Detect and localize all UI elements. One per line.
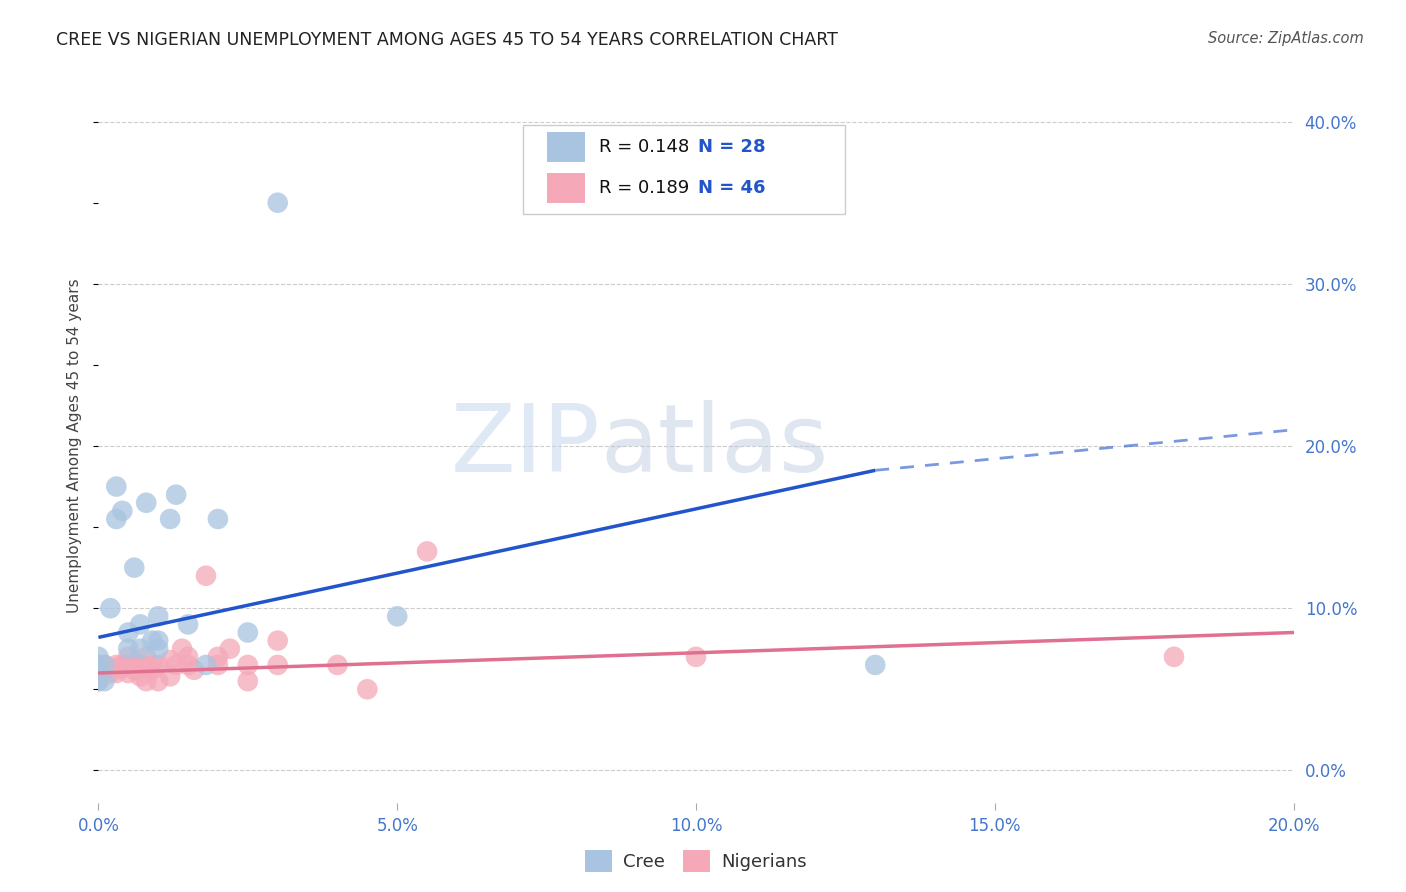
Text: atlas: atlas — [600, 400, 828, 492]
Point — [129, 657, 152, 672]
Point — [100, 661, 122, 675]
Point — [865, 657, 887, 672]
Point — [148, 657, 170, 672]
Point — [135, 496, 157, 510]
Point — [117, 625, 139, 640]
Point — [93, 657, 115, 672]
Point — [87, 649, 110, 664]
Point — [267, 657, 290, 672]
Point — [385, 609, 409, 624]
Point — [236, 625, 259, 640]
Point — [124, 657, 146, 672]
Point — [685, 649, 707, 664]
Point — [267, 633, 290, 648]
Point — [124, 663, 146, 677]
Point — [159, 653, 181, 667]
Point — [124, 560, 146, 574]
Point — [207, 512, 229, 526]
Point — [177, 649, 200, 664]
Point — [111, 657, 134, 672]
Point — [148, 674, 170, 689]
Text: N = 46: N = 46 — [699, 178, 766, 196]
Point — [141, 657, 163, 672]
Point — [219, 641, 242, 656]
Point — [105, 666, 128, 681]
Text: R = 0.148: R = 0.148 — [599, 137, 689, 155]
Point — [135, 674, 157, 689]
Point — [87, 666, 110, 681]
Point — [105, 479, 128, 493]
Point — [100, 666, 122, 681]
Point — [177, 657, 200, 672]
Bar — [547, 132, 585, 162]
Point — [267, 195, 290, 210]
Point — [148, 641, 170, 656]
Legend: Cree, Nigerians: Cree, Nigerians — [578, 843, 814, 880]
Point — [93, 657, 115, 672]
Point — [117, 649, 139, 664]
Text: R = 0.189: R = 0.189 — [599, 178, 689, 196]
Point — [87, 657, 110, 672]
Text: CREE VS NIGERIAN UNEMPLOYMENT AMONG AGES 45 TO 54 YEARS CORRELATION CHART: CREE VS NIGERIAN UNEMPLOYMENT AMONG AGES… — [56, 31, 838, 49]
Point — [93, 674, 115, 689]
Point — [100, 601, 122, 615]
Point — [159, 669, 181, 683]
Text: N = 28: N = 28 — [699, 137, 766, 155]
Point — [129, 669, 152, 683]
Y-axis label: Unemployment Among Ages 45 to 54 years: Unemployment Among Ages 45 to 54 years — [67, 278, 83, 614]
Point — [105, 512, 128, 526]
Point — [416, 544, 439, 558]
Point — [135, 661, 157, 675]
Point — [129, 641, 152, 656]
Text: Source: ZipAtlas.com: Source: ZipAtlas.com — [1208, 31, 1364, 46]
Point — [141, 663, 163, 677]
Point — [236, 657, 259, 672]
Point — [207, 649, 229, 664]
Point — [117, 666, 139, 681]
Point — [356, 682, 378, 697]
Point — [1163, 649, 1185, 664]
Point — [111, 661, 134, 675]
Point — [165, 657, 187, 672]
Point — [105, 657, 128, 672]
Point — [87, 674, 110, 689]
Point — [195, 657, 218, 672]
Point — [129, 617, 152, 632]
Point — [117, 657, 139, 672]
Point — [148, 609, 170, 624]
Point — [141, 633, 163, 648]
Point — [87, 663, 110, 677]
Point — [87, 674, 110, 689]
Point — [172, 641, 194, 656]
Point — [135, 649, 157, 664]
Point — [159, 512, 181, 526]
Point — [177, 617, 200, 632]
Point — [111, 504, 134, 518]
Point — [326, 657, 349, 672]
Text: ZIP: ZIP — [451, 400, 600, 492]
Point — [236, 674, 259, 689]
Point — [148, 633, 170, 648]
Point — [87, 669, 110, 683]
Point — [117, 641, 139, 656]
FancyBboxPatch shape — [523, 125, 845, 214]
Point — [207, 657, 229, 672]
Point — [165, 488, 187, 502]
Bar — [547, 173, 585, 203]
Point — [195, 568, 218, 582]
Point — [87, 657, 110, 672]
Point — [183, 663, 205, 677]
